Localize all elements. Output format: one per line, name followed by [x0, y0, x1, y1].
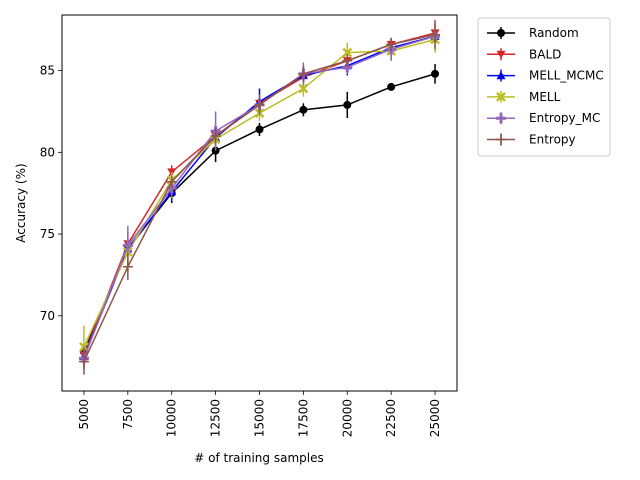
- data-point: [210, 129, 221, 142]
- data-point: [78, 355, 89, 368]
- y-tick-label: 80: [40, 145, 55, 159]
- plot-frame: [61, 14, 458, 392]
- plot-area: [78, 19, 441, 375]
- legend-item-entropy: Entropy: [487, 133, 576, 147]
- data-point: [342, 47, 353, 58]
- legend-marker: [497, 29, 505, 37]
- legend-frame: [477, 17, 611, 157]
- legend-label: MELL: [529, 90, 561, 104]
- y-axis-label: Accuracy (%): [14, 163, 28, 242]
- legend-item-entropy-mc: Entropy_MC: [487, 111, 600, 125]
- legend-marker: [496, 92, 506, 102]
- x-tick-label: 15000: [253, 399, 267, 437]
- legend-item-mell-mcmc: MELL_MCMC: [487, 69, 604, 83]
- legend-item-mell: MELL: [487, 90, 561, 104]
- legend-label: Entropy_MC: [529, 111, 600, 125]
- legend-marker: [496, 113, 506, 124]
- data-point: [386, 38, 397, 51]
- series-mell-mcmc: [79, 29, 440, 364]
- x-tick-label: 20000: [340, 399, 354, 437]
- y-tick-label: 70: [40, 309, 55, 323]
- series-line: [83, 32, 436, 356]
- x-tick-label: 10000: [165, 399, 179, 437]
- axis-ticks: 5000 7500 10000 12500 15000 17500 20000 22500 25…: [40, 64, 442, 438]
- data-point: [166, 175, 177, 188]
- legend-marker: [496, 71, 506, 80]
- data-point: [122, 240, 133, 251]
- legend-marker: [496, 50, 506, 59]
- data-point: [299, 105, 308, 114]
- x-tick-label: 12500: [209, 399, 223, 437]
- legend-item-bald: BALD: [487, 47, 561, 61]
- series-line: [83, 35, 436, 359]
- legend-label: BALD: [529, 47, 561, 61]
- legend-label: Random: [529, 26, 579, 40]
- series-mell: [79, 26, 440, 369]
- series-entropy-mc: [78, 29, 441, 370]
- data-point: [298, 83, 309, 94]
- series-line: [83, 38, 436, 348]
- x-axis-label: # of training samples: [194, 451, 323, 465]
- data-point: [431, 69, 440, 78]
- data-point: [254, 98, 265, 111]
- legend-item-random: Random: [487, 26, 579, 40]
- series-line: [83, 35, 436, 357]
- x-tick-label: 17500: [296, 399, 310, 437]
- legend-label: MELL_MCMC: [529, 69, 604, 83]
- data-point: [255, 125, 264, 134]
- data-point: [122, 260, 133, 273]
- data-point: [387, 82, 396, 91]
- series-line: [83, 33, 436, 362]
- legend-marker: [496, 133, 506, 146]
- x-tick-label: 22500: [384, 399, 398, 437]
- x-tick-label: 7500: [121, 399, 135, 430]
- legend-label: Entropy: [529, 133, 576, 147]
- data-point: [343, 100, 352, 109]
- data-point: [342, 54, 353, 67]
- data-point: [430, 28, 441, 41]
- data-point: [298, 67, 309, 80]
- y-tick-label: 75: [40, 227, 55, 241]
- y-tick-label: 85: [40, 64, 55, 78]
- x-tick-label: 5000: [77, 399, 91, 430]
- legend: Random BALD MELL_MCMC MELL Entropy_MC Entropy: [477, 17, 611, 157]
- x-tick-label: 25000: [428, 399, 442, 437]
- series-bald: [79, 23, 440, 362]
- series-entropy: [78, 19, 441, 375]
